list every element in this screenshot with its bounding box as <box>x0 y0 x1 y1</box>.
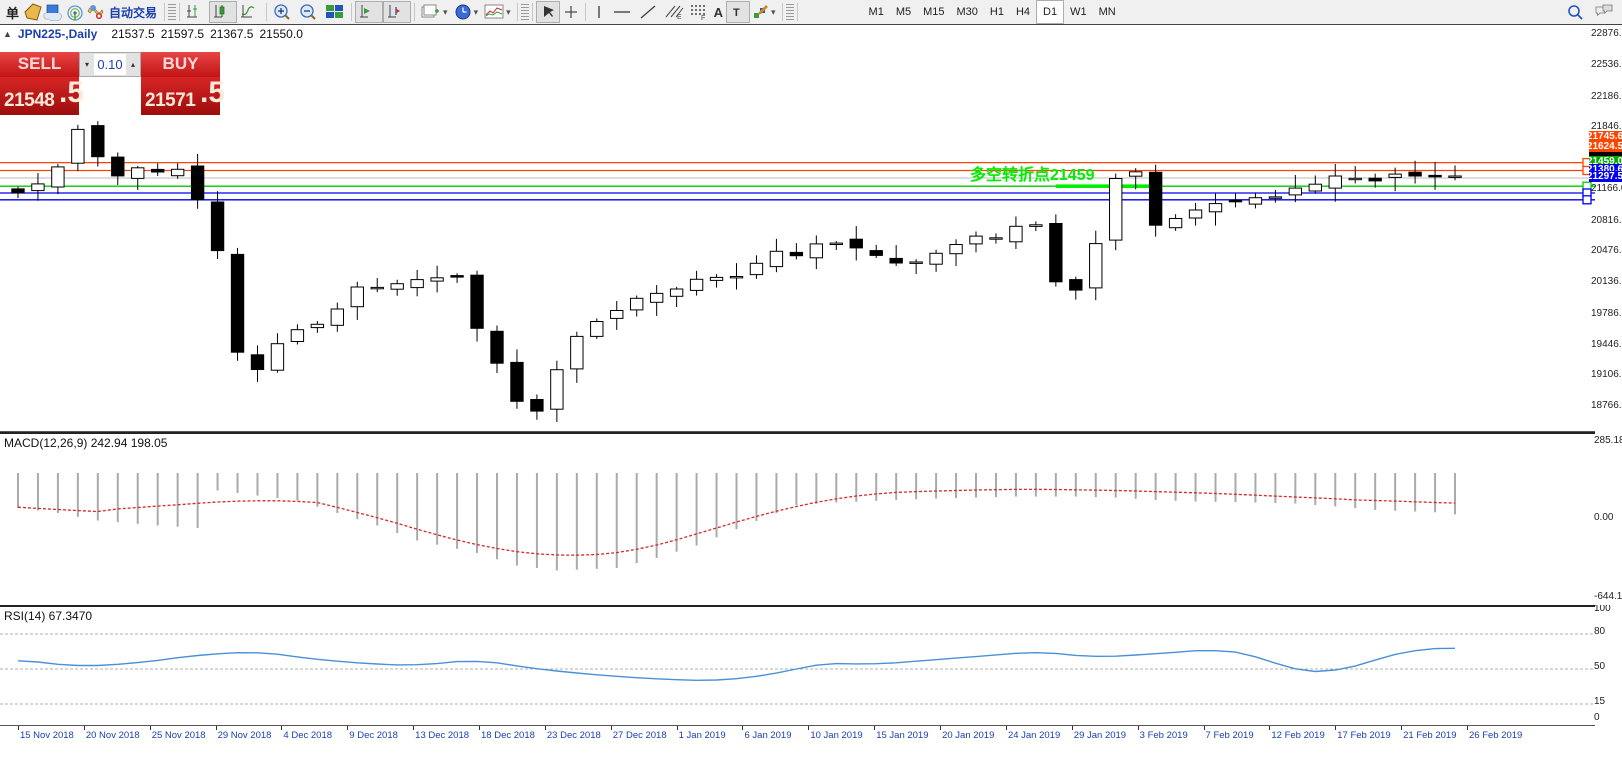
svg-text:T: T <box>733 7 740 19</box>
svg-text:E: E <box>677 14 682 20</box>
svg-text:F: F <box>701 15 705 20</box>
svg-text:多空转折点21459: 多空转折点21459 <box>970 165 1095 184</box>
